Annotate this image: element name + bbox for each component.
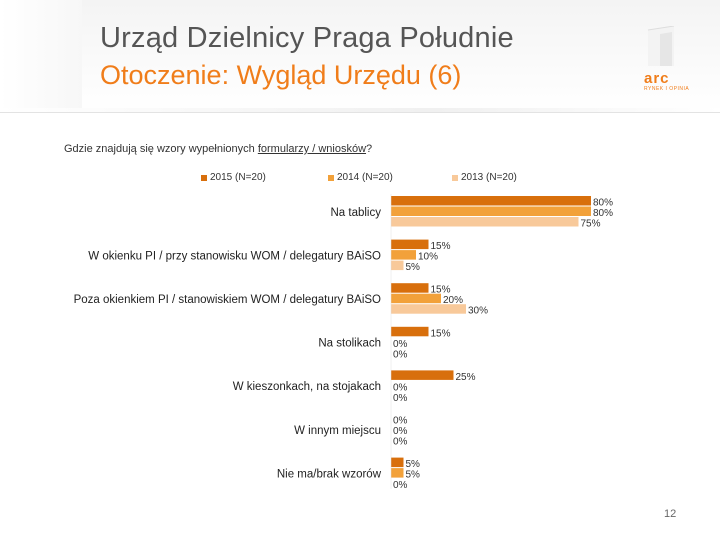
legend-item-2015: 2015 (N=20) <box>201 172 266 183</box>
bar-2015-n-20-4 <box>391 370 454 380</box>
data-label-2013-n-20-5: 0% <box>393 437 408 448</box>
bar-2014-n-20-1 <box>391 250 416 260</box>
data-label-2014-n-20-2: 20% <box>443 295 463 306</box>
data-label-2013-n-20-0: 75% <box>581 219 601 230</box>
data-label-2013-n-20-4: 0% <box>393 393 408 404</box>
category-label-4: W kieszonkach, na stojakach <box>233 381 381 393</box>
data-label-2013-n-20-2: 30% <box>468 306 488 317</box>
legend-swatch-2013 <box>452 174 458 181</box>
survey-question: Gdzie znajdują się wzory wypełnionych fo… <box>64 143 372 155</box>
legend-label-2015: 2015 (N=20) <box>210 172 266 183</box>
legend-label-2014: 2014 (N=20) <box>337 172 393 183</box>
bar-2013-n-20-0 <box>391 217 579 227</box>
bar-2015-n-20-1 <box>391 239 429 250</box>
bar-2014-n-20-0 <box>391 206 591 216</box>
question-prefix: Gdzie znajdują się wzory wypełnionych <box>64 143 258 155</box>
data-label-2015-n-20-1: 15% <box>431 241 451 252</box>
data-label-2013-n-20-6: 0% <box>393 480 408 491</box>
data-label-2015-n-20-0: 80% <box>593 198 613 209</box>
bar-2015-n-20-0 <box>391 196 591 206</box>
bar-2015-n-20-3 <box>391 326 429 337</box>
legend-label-2013: 2013 (N=20) <box>461 172 517 183</box>
bar-2015-n-20-2 <box>391 283 429 293</box>
category-label-5: W innym miejscu <box>294 425 381 437</box>
bar-2013-n-20-1 <box>391 260 404 271</box>
logo-wordmark: arc <box>644 70 670 87</box>
data-label-2014-n-20-5: 0% <box>393 426 408 437</box>
data-label-2014-n-20-1: 10% <box>418 252 438 263</box>
header-band <box>0 0 720 113</box>
legend-swatch-2015 <box>201 174 207 181</box>
bar-2014-n-20-6 <box>391 468 404 478</box>
arc-logo-icon <box>647 26 675 66</box>
category-label-1: W okienku PI / przy stanowisku WOM / del… <box>88 250 381 262</box>
legend-item-2013: 2013 (N=20) <box>452 172 517 183</box>
category-label-6: Nie ma/brak wzorów <box>277 468 382 480</box>
page-title: Urząd Dzielnicy Praga Południe <box>100 22 514 54</box>
data-label-2014-n-20-4: 0% <box>393 382 408 393</box>
bar-2014-n-20-2 <box>391 293 441 304</box>
category-label-0: Na tablicy <box>331 207 382 219</box>
bar-2015-n-20-6 <box>391 457 404 468</box>
data-label-2013-n-20-3: 0% <box>393 349 408 360</box>
header-divider <box>0 108 720 112</box>
question-suffix: ? <box>366 143 373 155</box>
bar-2013-n-20-2 <box>391 304 466 314</box>
data-label-2015-n-20-3: 15% <box>431 328 451 339</box>
data-label-2015-n-20-2: 15% <box>431 285 451 296</box>
data-label-2014-n-20-3: 0% <box>393 339 408 350</box>
data-label-2014-n-20-0: 80% <box>593 208 613 219</box>
category-label-2: Poza okienkiem PI / stanowiskiem WOM / d… <box>74 294 381 306</box>
data-label-2013-n-20-1: 5% <box>406 262 421 273</box>
legend-swatch-2014 <box>328 174 334 181</box>
page-subtitle: Otoczenie: Wygląd Urzędu (6) <box>100 60 462 90</box>
page-number: 12 <box>664 508 677 520</box>
question-underlined: formularzy / wniosków <box>257 143 367 155</box>
data-label-2015-n-20-4: 25% <box>456 372 476 383</box>
data-label-2015-n-20-5: 0% <box>393 416 408 427</box>
data-label-2015-n-20-6: 5% <box>406 459 421 470</box>
logo-tagline: RYNEK I OPINIA <box>644 86 690 92</box>
category-label-3: Na stolikach <box>318 338 381 350</box>
data-label-2014-n-20-6: 5% <box>406 470 421 481</box>
legend-item-2014: 2014 (N=20) <box>328 172 393 183</box>
header-left-accent <box>0 0 82 112</box>
